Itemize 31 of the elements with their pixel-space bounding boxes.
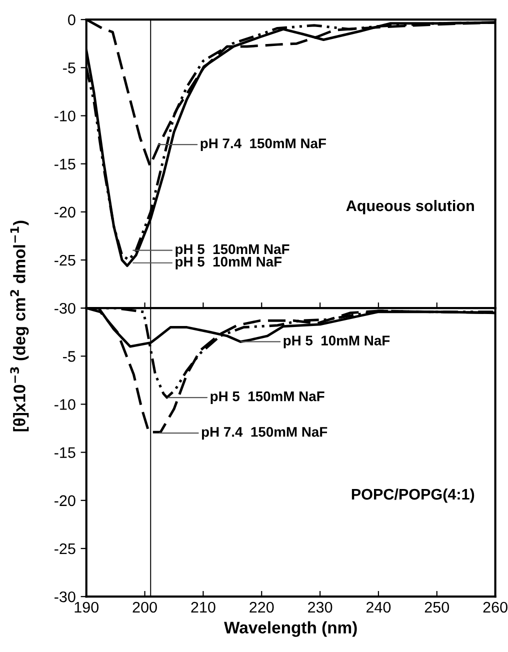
x-tick-label: 230: [308, 602, 332, 613]
y-tick-label: -20: [54, 495, 76, 506]
y-tick-label: -15: [54, 158, 76, 170]
y-tick-label: -25: [54, 254, 76, 266]
x-tick-label: 210: [191, 602, 216, 613]
y-tick-label: -15: [54, 447, 76, 458]
x-tick-label: 250: [424, 602, 450, 613]
annotation: pH 5 150mM NaF: [176, 244, 290, 257]
y-tick-label: -5: [63, 351, 76, 362]
y-tick-label: -30: [54, 591, 76, 602]
annotation: pH 7.4 150mM NaF: [200, 138, 326, 152]
x-tick-label: 190: [74, 602, 99, 613]
annotation: pH 5 150mM NaF: [210, 391, 324, 404]
x-tick-label: 260: [483, 602, 508, 613]
annotation: Aqueous solution: [346, 200, 474, 214]
annotation: pH 5 10mM NaF: [176, 256, 282, 270]
y-tick-label: 0: [68, 14, 76, 26]
annotation: pH 7.4 150mM NaF: [202, 426, 328, 440]
y-tick-label: -20: [54, 206, 76, 218]
y-axis-title: [θ]x10$^{−3}$ (deg cm$^{2}$ dmol$^{−1}$): [10, 220, 29, 432]
y-tick-label: -25: [54, 543, 76, 554]
y-tick-label: -5: [63, 62, 76, 74]
annotation: pH 5 10mM NaF: [284, 336, 390, 348]
x-tick-label: 200: [132, 602, 157, 613]
y-tick-label: -10: [54, 399, 76, 410]
x-tick-label: 240: [366, 602, 391, 613]
y-tick-label: -10: [54, 110, 76, 122]
annotation: POPC/POPG(4:1): [352, 488, 474, 503]
x-tick-label: 220: [250, 602, 274, 613]
y-tick-label: -30: [54, 302, 76, 314]
x-axis-title: Wavelength (nm): [224, 621, 357, 637]
